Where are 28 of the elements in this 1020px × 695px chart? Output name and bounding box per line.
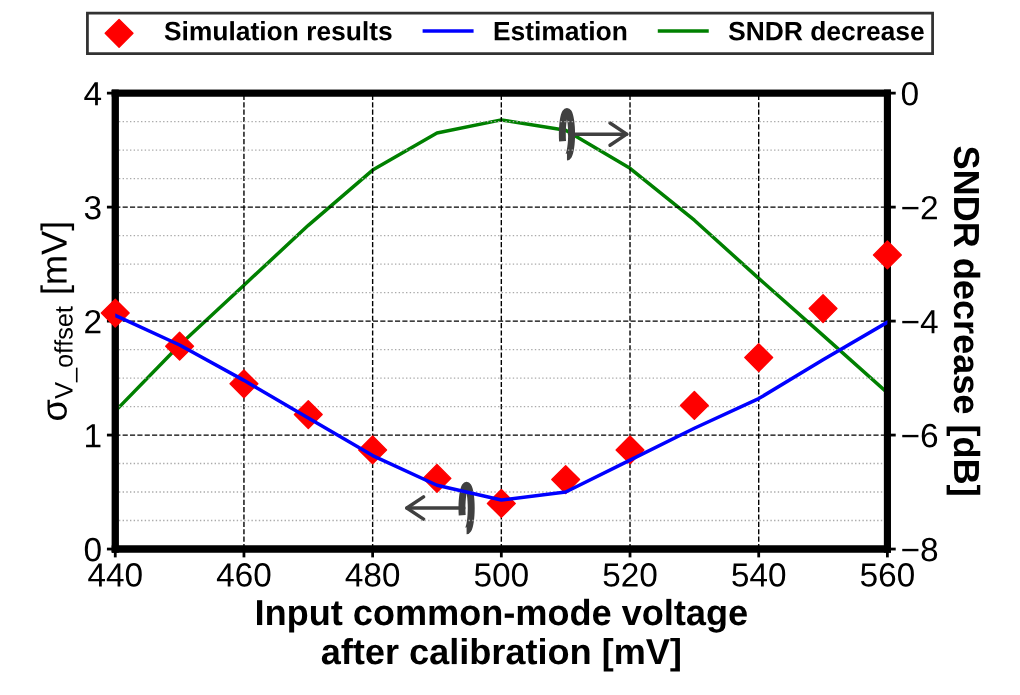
legend-label: SNDR decrease: [728, 21, 924, 41]
legend-label: Estimation: [494, 21, 627, 41]
y2-tick-label: −2: [902, 195, 937, 220]
x-tick-label: 520: [603, 563, 657, 587]
y2-axis-title: SNDR decrease [dB]: [946, 146, 981, 495]
point: [100, 298, 130, 328]
y-tick-label: 3: [84, 195, 101, 220]
y-axis-title: σ$_{V_offset}$ [mV]: [40, 223, 78, 420]
point: [679, 390, 709, 421]
x-tick-label: 440: [88, 563, 142, 587]
y-tick-label: 0: [84, 537, 101, 562]
x-tick-label: 560: [860, 563, 914, 587]
y2-tick-label: −8: [902, 537, 938, 562]
legend-label: Simulation results: [164, 21, 392, 41]
x-tick-label: 480: [345, 563, 400, 587]
point: [744, 342, 774, 373]
y2-tick-label: 0: [901, 81, 918, 106]
y-tick-label: 1: [86, 424, 101, 448]
x-tick-label: 460: [216, 563, 271, 587]
y-tick-label: 4: [84, 82, 102, 106]
y-tick-label: 2: [85, 309, 101, 334]
x-axis-title: Input common-mode voltage after calibration [mV]: [257, 598, 747, 672]
point: [808, 293, 838, 324]
x-tick-label: 500: [474, 563, 528, 587]
x-tick-label: 540: [732, 563, 786, 587]
point: [872, 240, 902, 270]
y2-tick-label: −6: [902, 423, 938, 448]
y2-tick-label: −4: [902, 310, 938, 334]
